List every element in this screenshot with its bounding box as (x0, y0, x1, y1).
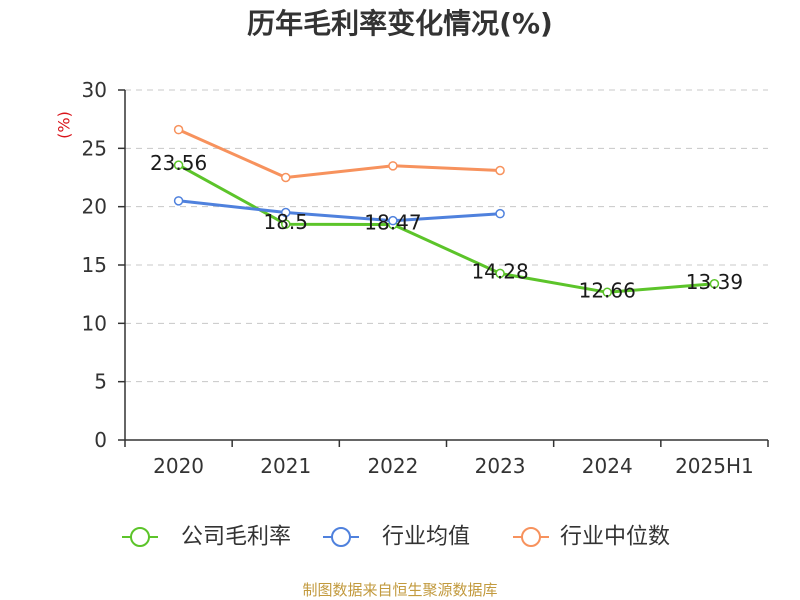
data-label: 18.47 (364, 211, 421, 235)
legend-item-industry-median: 行业中位数 (513, 525, 670, 550)
legend-circle-icon (331, 527, 351, 547)
legend-label: 行业均值 (382, 525, 470, 550)
legend-circle-icon (521, 527, 541, 547)
axes: 0 5 10 15 20 25 30 2020 2021 2022 2023 2024 2025H1 (82, 78, 769, 478)
series-line-company-gross-margin (177, 163, 716, 294)
data-point-company-gross-margin (709, 279, 720, 289)
y-axis-label: (%) (55, 111, 74, 139)
y-tick-label: 15 (82, 253, 107, 277)
data-point-industry-median (388, 161, 398, 171)
data-point-industry-average (388, 215, 398, 226)
gridlines (125, 89, 768, 383)
legend-item-company-gross-margin: 公司毛利率 (122, 525, 291, 550)
data-point-industry-median (281, 172, 291, 183)
data-label: 23.56 (150, 151, 207, 175)
legend-circle-icon (130, 527, 150, 547)
y-tick-label: 25 (82, 136, 107, 160)
data-label: 13.39 (686, 270, 743, 294)
series-line-industry-average (177, 199, 502, 223)
y-tick-label: 10 (82, 311, 107, 335)
data-point-company-gross-margin (173, 160, 184, 170)
data-point-industry-average (495, 208, 505, 219)
data-point-industry-median (495, 165, 505, 176)
data-label: 14.28 (471, 259, 528, 283)
source-note: 制图数据来自恒生聚源数据库 (302, 581, 497, 599)
y-tick-label: 0 (94, 428, 107, 452)
legend-item-industry-average: 行业均值 (323, 525, 470, 550)
y-tick-label: 5 (94, 370, 107, 394)
x-tick-label: 2023 (475, 454, 526, 478)
data-point-company-gross-margin (495, 268, 505, 279)
data-label: 12.66 (579, 278, 636, 302)
x-tick-label: 2020 (153, 454, 204, 478)
series-points (173, 124, 720, 298)
y-tick-label: 20 (82, 195, 107, 219)
data-point-company-gross-margin (602, 287, 612, 298)
x-tick-label: 2022 (367, 454, 418, 478)
x-tick-label: 2024 (582, 454, 633, 478)
y-tick-label: 30 (82, 78, 107, 102)
data-point-company-gross-margin (281, 219, 291, 229)
series-line-industry-median (177, 128, 502, 179)
legend: 公司毛利率 行业均值 行业中位数 (122, 525, 670, 550)
data-point-industry-average (173, 196, 184, 206)
legend-label: 公司毛利率 (181, 525, 291, 550)
data-label: 18.5 (263, 210, 308, 234)
x-tick-label: 2025H1 (675, 454, 754, 478)
chart-title: 历年毛利率变化情况(%) (247, 7, 553, 40)
data-labels: 23.56 18.5 18.47 14.28 12.66 13.39 (150, 151, 743, 302)
data-point-industry-average (281, 207, 291, 218)
x-tick-label: 2021 (260, 454, 311, 478)
legend-label: 行业中位数 (560, 525, 670, 550)
series-lines (177, 128, 716, 294)
data-point-industry-median (173, 124, 184, 135)
